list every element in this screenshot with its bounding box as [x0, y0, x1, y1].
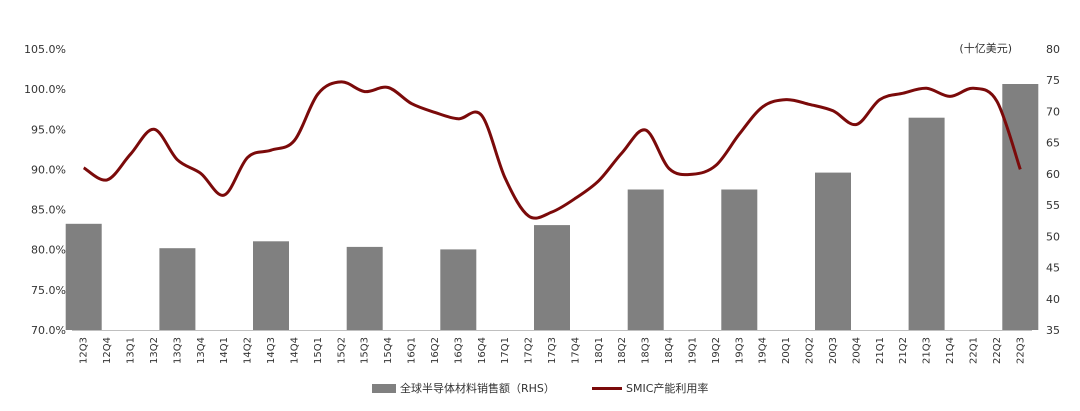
right-tick-label: 55	[1046, 199, 1060, 212]
x-tick-label: 17Q1	[500, 337, 511, 364]
x-tick-label: 19Q1	[688, 337, 699, 364]
left-tick-label: 80.0%	[31, 244, 66, 257]
line-smic-utilization	[82, 80, 1022, 220]
x-tick-label: 14Q2	[243, 337, 254, 364]
left-tick-label: 90.0%	[31, 163, 66, 176]
bar-18Q3	[627, 189, 664, 330]
x-tick-label: 15Q3	[360, 337, 371, 364]
x-tick-label: 18Q2	[617, 337, 628, 364]
bar-20Q3	[815, 172, 851, 330]
x-tick-label: 19Q4	[758, 337, 769, 364]
x-tick-label: 16Q2	[430, 337, 441, 364]
x-tick-label: 13Q2	[149, 337, 160, 364]
bar-21Q3	[908, 117, 945, 330]
right-axis-ticks: 35 40 45 50 55 60 65 70 75 80	[1046, 43, 1060, 337]
x-tick-label: 22Q1	[969, 337, 980, 364]
x-tick-label: 20Q2	[805, 337, 816, 364]
x-tick-label: 14Q3	[266, 337, 277, 364]
x-tick-label: 12Q3	[79, 337, 90, 364]
x-tick-label: 16Q1	[407, 337, 418, 364]
left-tick-label: 70.0%	[31, 324, 66, 337]
x-tick-label: 13Q4	[196, 337, 207, 364]
bar-13Q3	[159, 248, 196, 330]
x-tick-label: 13Q3	[172, 337, 183, 364]
right-tick-label: 35	[1046, 324, 1060, 337]
x-tick-label: 17Q4	[570, 337, 581, 364]
bar-17Q3	[534, 225, 570, 330]
bar-15Q3	[346, 246, 383, 330]
bar-16Q3	[440, 249, 477, 330]
right-tick-label: 40	[1046, 293, 1060, 306]
legend: 全球半导体材料销售额（RHS） SMIC产能利用率	[372, 381, 708, 395]
line-series	[82, 80, 1022, 220]
x-tick-label: 18Q4	[664, 337, 675, 364]
x-tick-label: 19Q2	[711, 337, 722, 364]
x-tick-label: 17Q2	[524, 337, 535, 364]
x-tick-label: 15Q4	[383, 337, 394, 364]
right-tick-label: 65	[1046, 137, 1060, 150]
right-tick-label: 70	[1046, 105, 1060, 118]
x-axis-ticks: 12Q3 12Q4 13Q1 13Q2 13Q3 13Q4 14Q1 14Q2 14Q3 14Q4…	[79, 337, 1027, 364]
x-tick-label: 22Q3	[1015, 337, 1026, 364]
x-tick-label: 14Q4	[289, 337, 300, 364]
bar-12Q3	[65, 223, 102, 330]
x-tick-label: 22Q2	[992, 337, 1003, 364]
x-tick-label: 18Q3	[641, 337, 652, 364]
left-tick-label: 85.0%	[31, 204, 66, 217]
left-tick-label: 75.0%	[31, 284, 66, 297]
right-axis-unit: (十亿美元)	[959, 41, 1012, 55]
x-tick-label: 17Q3	[547, 337, 558, 364]
right-tick-label: 80	[1046, 43, 1060, 56]
left-axis-ticks: 70.0% 75.0% 80.0% 85.0% 90.0% 95.0% 100.0% 105.…	[24, 43, 66, 337]
x-tick-label: 19Q3	[734, 337, 745, 364]
right-tick-label: 75	[1046, 74, 1060, 87]
x-tick-label: 20Q4	[851, 337, 862, 364]
x-tick-label: 15Q1	[313, 337, 324, 364]
x-tick-label: 21Q1	[875, 337, 886, 364]
left-tick-label: 95.0%	[31, 123, 66, 136]
left-tick-label: 100.0%	[24, 83, 66, 96]
x-tick-label: 15Q2	[336, 337, 347, 364]
left-tick-label: 105.0%	[24, 43, 66, 56]
x-tick-label: 21Q2	[898, 337, 909, 364]
x-tick-label: 16Q4	[477, 337, 488, 364]
x-tick-label: 21Q4	[945, 337, 956, 364]
x-tick-label: 18Q1	[594, 337, 605, 364]
right-tick-label: 60	[1046, 168, 1060, 181]
x-tick-label: 21Q3	[922, 337, 933, 364]
x-tick-label: 13Q1	[126, 337, 137, 364]
bar-22Q3	[1002, 84, 1039, 330]
bar-series	[65, 84, 1039, 330]
bar-14Q3	[253, 241, 289, 330]
x-tick-label: 20Q1	[781, 337, 792, 364]
legend-line-label: SMIC产能利用率	[626, 381, 708, 395]
right-tick-label: 45	[1046, 262, 1060, 275]
legend-bar-label: 全球半导体材料销售额（RHS）	[400, 381, 555, 395]
x-tick-label: 12Q4	[102, 337, 113, 364]
legend-bar-swatch	[372, 384, 396, 393]
x-tick-label: 20Q3	[828, 337, 839, 364]
x-tick-label: 16Q3	[453, 337, 464, 364]
right-tick-label: 50	[1046, 230, 1060, 243]
x-tick-label: 14Q1	[219, 337, 230, 364]
bar-19Q3	[721, 189, 758, 330]
